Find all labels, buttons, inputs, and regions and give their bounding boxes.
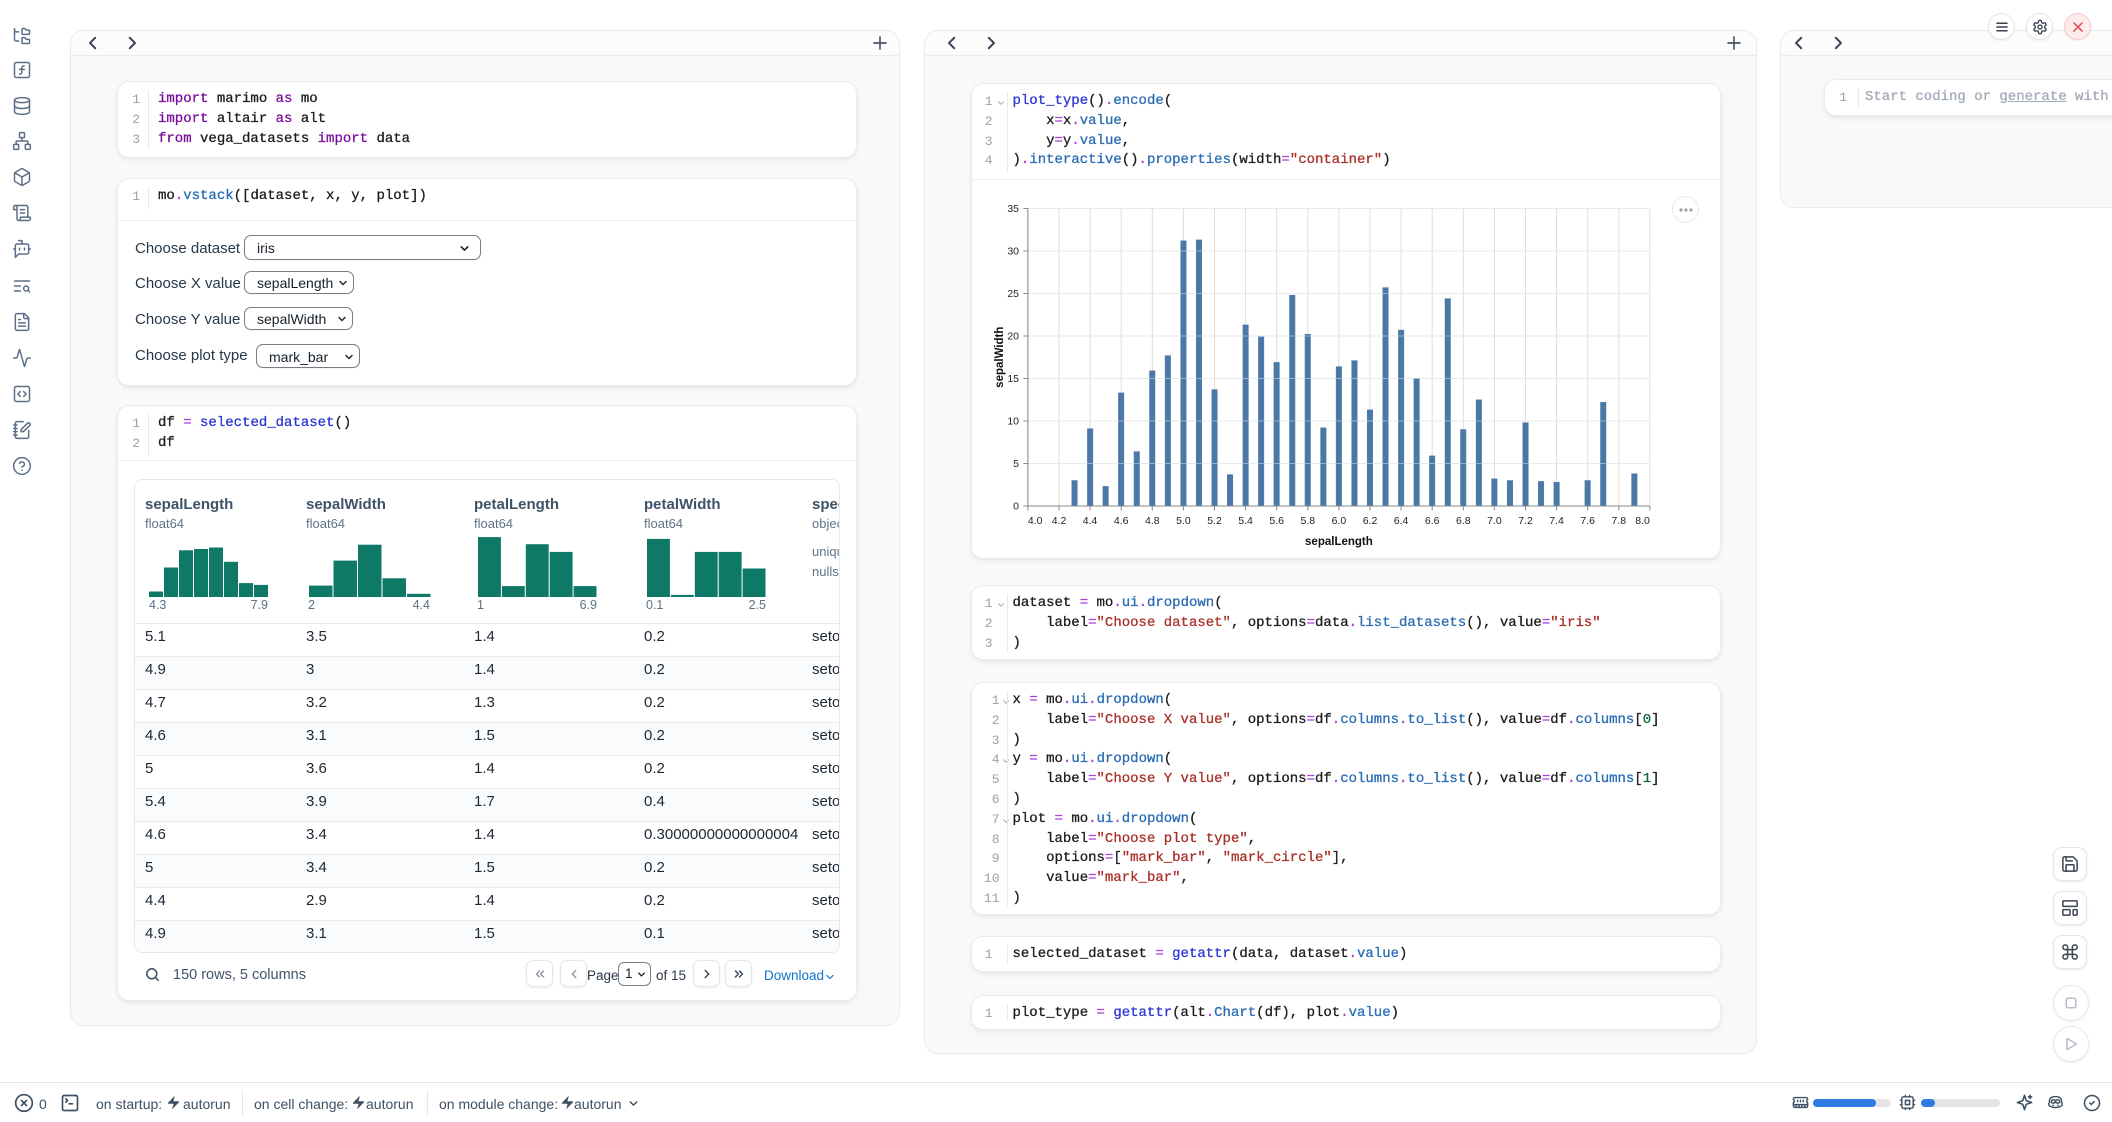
svg-text:5.0: 5.0 (1176, 515, 1191, 527)
svg-text:5.2: 5.2 (1207, 515, 1222, 527)
svg-text:10: 10 (1007, 416, 1019, 428)
svg-text:5.6: 5.6 (1269, 515, 1284, 527)
svg-text:5.4: 5.4 (1238, 515, 1253, 527)
svg-text:7.0: 7.0 (1487, 515, 1502, 527)
svg-text:5.8: 5.8 (1300, 515, 1315, 527)
svg-text:0: 0 (1013, 501, 1019, 513)
svg-text:15: 15 (1007, 373, 1019, 385)
svg-text:4.2: 4.2 (1051, 515, 1066, 527)
svg-text:4.6: 4.6 (1113, 515, 1128, 527)
svg-text:6.8: 6.8 (1455, 515, 1470, 527)
svg-text:25: 25 (1007, 288, 1019, 300)
svg-text:4.0: 4.0 (1027, 515, 1042, 527)
svg-text:sepalWidth: sepalWidth (994, 327, 1006, 388)
svg-text:6.0: 6.0 (1331, 515, 1346, 527)
svg-text:7.8: 7.8 (1611, 515, 1626, 527)
svg-text:7.2: 7.2 (1518, 515, 1533, 527)
svg-text:7.6: 7.6 (1580, 515, 1595, 527)
svg-text:6.4: 6.4 (1393, 515, 1408, 527)
svg-text:8.0: 8.0 (1635, 515, 1650, 527)
svg-text:4.4: 4.4 (1082, 515, 1097, 527)
svg-text:7.4: 7.4 (1549, 515, 1564, 527)
svg-text:sepalLength: sepalLength (1305, 536, 1373, 548)
svg-text:35: 35 (1007, 203, 1019, 215)
svg-text:6.6: 6.6 (1424, 515, 1439, 527)
svg-text:20: 20 (1007, 331, 1019, 343)
svg-text:30: 30 (1007, 246, 1019, 258)
svg-text:5: 5 (1013, 458, 1019, 470)
svg-text:4.8: 4.8 (1144, 515, 1159, 527)
svg-text:6.2: 6.2 (1362, 515, 1377, 527)
